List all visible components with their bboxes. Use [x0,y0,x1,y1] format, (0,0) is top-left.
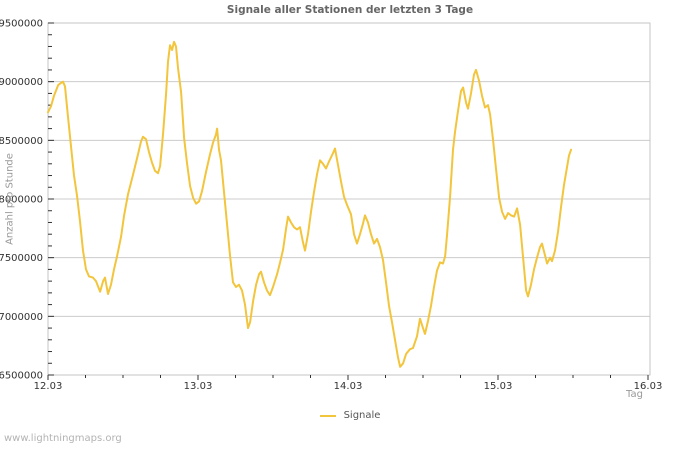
legend: Signale [0,410,700,421]
y-tick-label: 7000000 [0,312,43,323]
x-tick-label: 12.03 [34,381,63,392]
x-tick-label: 13.03 [184,381,213,392]
y-tick-label: 9500000 [0,19,43,30]
chart-title: Signale aller Stationen der letzten 3 Ta… [226,4,474,16]
y-axis-title: Anzahl pro Stunde [4,153,16,245]
watermark-text: www.lightningmaps.org [4,433,122,444]
x-tick-label: 15.03 [484,381,513,392]
y-tick-label: 7500000 [0,253,43,264]
legend-label: Signale [343,410,381,421]
y-tick-label: 8000000 [0,195,43,206]
legend-line-swatch [319,414,336,417]
signal-line [47,40,573,368]
y-tick-label: 6500000 [0,371,43,382]
x-tick-label: 16.03 [634,381,663,392]
y-tick-label: 9000000 [0,77,43,88]
x-tick-label: 14.03 [334,381,363,392]
x-axis-title: Tag [626,389,643,400]
y-tick-label: 8500000 [0,136,43,147]
